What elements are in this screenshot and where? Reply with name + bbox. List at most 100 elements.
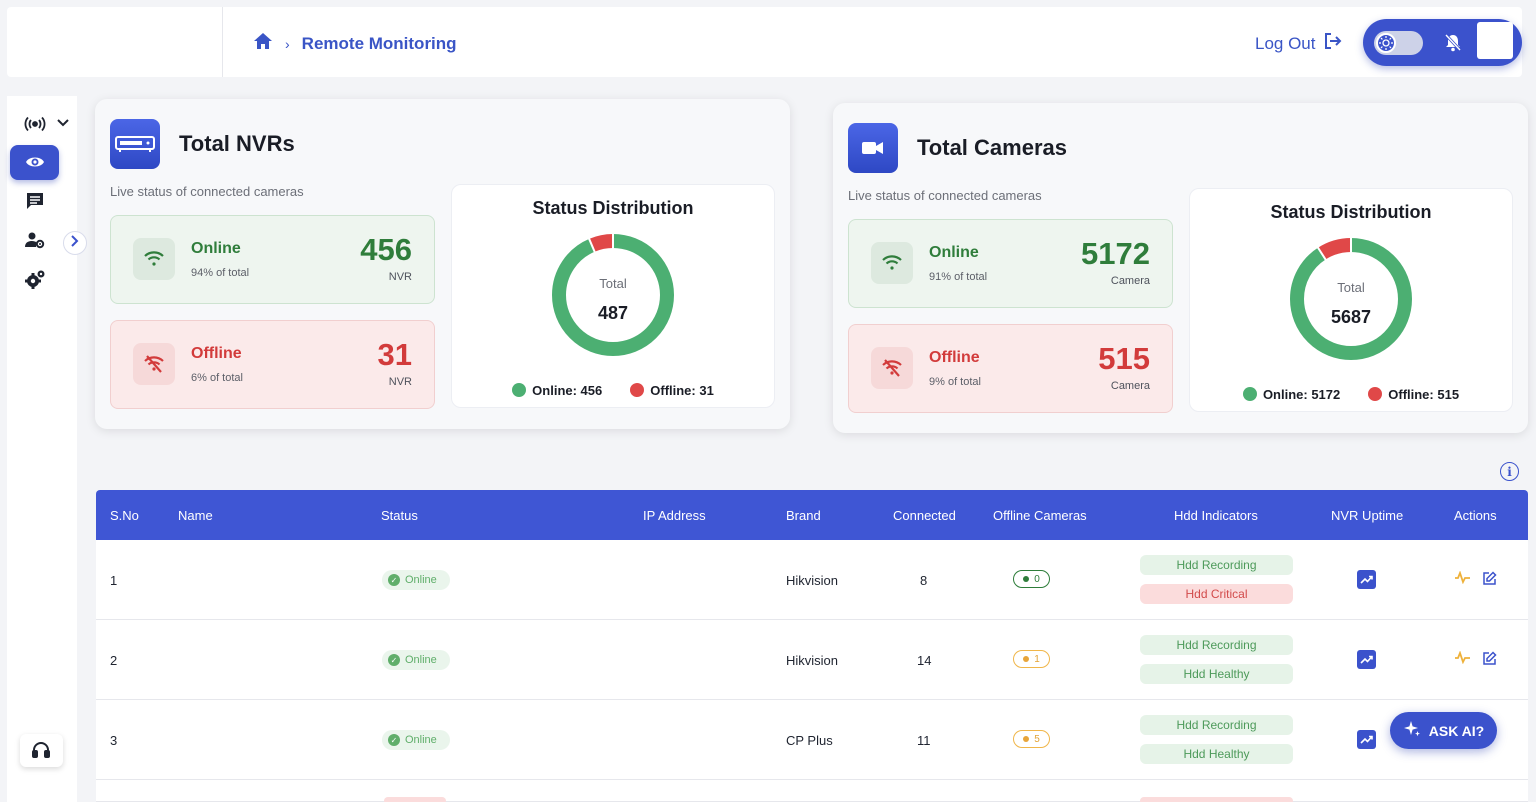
online-label: Online <box>191 240 241 257</box>
col-hdd: Hdd Indicators <box>1174 508 1258 523</box>
col-ip[interactable]: IP Address <box>643 508 706 523</box>
col-brand[interactable]: Brand <box>786 508 821 523</box>
uptime-chart-button[interactable] <box>1357 570 1376 589</box>
legend-offline-dot <box>1368 387 1383 401</box>
sidebar <box>7 96 77 802</box>
home-icon[interactable] <box>253 32 273 55</box>
edit-icon[interactable] <box>1482 651 1497 671</box>
card-subtitle: Live status of connected cameras <box>110 184 304 199</box>
camera-summary-card: Total Cameras Live status of connected c… <box>833 103 1528 433</box>
logout-label: Log Out <box>1255 33 1316 53</box>
ask-ai-button[interactable]: ASK AI? <box>1390 712 1497 749</box>
col-actions: Actions <box>1454 508 1497 523</box>
col-offline[interactable]: Offline Cameras <box>993 508 1087 523</box>
offline-unit: NVR <box>388 376 412 388</box>
table-header: S.No Name Status IP Address Brand Connec… <box>96 490 1528 540</box>
legend-offline-dot <box>630 383 645 397</box>
gears-icon[interactable] <box>24 268 46 290</box>
online-percent: 91% of total <box>929 271 988 283</box>
offline-percent: 9% of total <box>929 376 981 388</box>
legend-offline: Offline: 31 <box>630 383 714 398</box>
hdd-health-badge: Hdd Healthy <box>1140 664 1293 684</box>
offline-count-badge[interactable]: 0 <box>1013 570 1050 588</box>
chart-legend: Online: 5172 Offline: 515 <box>1190 387 1512 402</box>
table-row[interactable]: 1 ✓ Online Hikvision 8 0 Hdd Recording Hd… <box>96 540 1528 620</box>
breadcrumb-current: Remote Monitoring <box>301 33 457 53</box>
uptime-chart-button[interactable] <box>1357 730 1376 749</box>
table-row[interactable]: 2 ✓ Online Hikvision 14 1 Hdd Recording H… <box>96 620 1528 700</box>
offline-count: 515 <box>1098 341 1150 376</box>
online-unit: NVR <box>388 271 412 283</box>
chat-icon[interactable] <box>24 191 46 211</box>
hdd-recording-badge <box>1140 797 1293 802</box>
check-icon: ✓ <box>388 574 400 586</box>
activity-icon[interactable] <box>1454 570 1471 591</box>
wifi-icon <box>871 242 913 284</box>
sidebar-item-monitoring[interactable] <box>10 145 59 180</box>
status-badge: ✓ Online <box>382 570 450 590</box>
legend-online: Online: 456 <box>512 383 602 398</box>
legend-online-dot <box>512 383 527 397</box>
online-label: Online <box>929 244 979 261</box>
col-connected[interactable]: Connected <box>893 508 956 523</box>
distribution-title: Status Distribution <box>532 198 694 218</box>
donut-slice-online <box>552 234 674 356</box>
online-count: 5172 <box>1081 236 1150 271</box>
nvr-device-icon <box>110 119 160 169</box>
offline-label: Offline <box>929 349 980 366</box>
broadcast-icon[interactable] <box>24 115 46 133</box>
support-button[interactable] <box>20 734 63 767</box>
wifi-icon <box>133 238 175 280</box>
table-row[interactable]: 3 ✓ Online CP Plus 11 5 Hdd Recording Hdd… <box>96 700 1528 780</box>
card-title: Total Cameras <box>917 135 1067 160</box>
chevron-down-icon[interactable] <box>56 116 70 130</box>
total-value: 5687 <box>1330 307 1372 327</box>
offline-count-badge[interactable]: 1 <box>1013 650 1050 668</box>
chart-legend: Online: 456 Offline: 31 <box>452 383 774 398</box>
headset-icon <box>32 742 50 764</box>
cell-connected: 8 <box>920 573 928 588</box>
total-label: Total <box>1337 280 1365 295</box>
cell-sno: 3 <box>110 733 118 748</box>
cell-sno: 1 <box>110 573 118 588</box>
donut-separator <box>587 237 596 254</box>
edit-icon[interactable] <box>1482 571 1497 591</box>
cell-brand: Hikvision <box>786 653 839 668</box>
donut-slice-online <box>1290 238 1412 360</box>
info-icon[interactable]: i <box>1500 462 1519 481</box>
donut-separator <box>1316 246 1327 261</box>
breadcrumb: › Remote Monitoring <box>253 32 457 55</box>
sun-icon <box>1376 33 1396 53</box>
status-distribution: Status Distribution Total 487 Online: 45… <box>451 184 775 408</box>
cell-brand: Hikvision <box>786 573 839 588</box>
user-settings-icon[interactable] <box>24 230 46 250</box>
wifi-off-icon <box>871 347 913 389</box>
col-sno: S.No <box>110 508 139 523</box>
activity-icon[interactable] <box>1454 650 1471 671</box>
status-distribution: Status Distribution Total 5687 Online: 5… <box>1189 188 1513 412</box>
logout-button[interactable]: Log Out <box>1255 32 1342 55</box>
logo-area <box>7 7 223 77</box>
expand-sidebar-button[interactable] <box>63 231 87 255</box>
col-name[interactable]: Name <box>178 508 213 523</box>
card-subtitle: Live status of connected cameras <box>848 188 1042 203</box>
offline-unit: Camera <box>1110 380 1150 392</box>
bell-off-icon[interactable] <box>1444 33 1462 57</box>
sparkle-icon <box>1403 720 1421 741</box>
logout-icon <box>1324 32 1342 55</box>
uptime-chart-button[interactable] <box>1357 650 1376 669</box>
col-uptime: NVR Uptime <box>1331 508 1404 523</box>
hdd-recording-badge: Hdd Recording <box>1140 555 1293 575</box>
online-stat: Online 94% of total 456 NVR <box>110 215 435 304</box>
cell-brand: CP Plus <box>786 733 833 748</box>
status-donut-chart <box>552 234 674 356</box>
offline-count-badge[interactable]: 5 <box>1013 730 1050 748</box>
cell-connected: 11 <box>917 733 931 748</box>
offline-count: 31 <box>377 337 412 372</box>
avatar[interactable] <box>1477 22 1513 59</box>
legend-online: Online: 5172 <box>1242 387 1340 402</box>
distribution-title: Status Distribution <box>1270 202 1432 222</box>
col-status[interactable]: Status <box>381 508 418 523</box>
video-camera-icon <box>848 123 898 173</box>
table-row[interactable] <box>96 780 1528 802</box>
